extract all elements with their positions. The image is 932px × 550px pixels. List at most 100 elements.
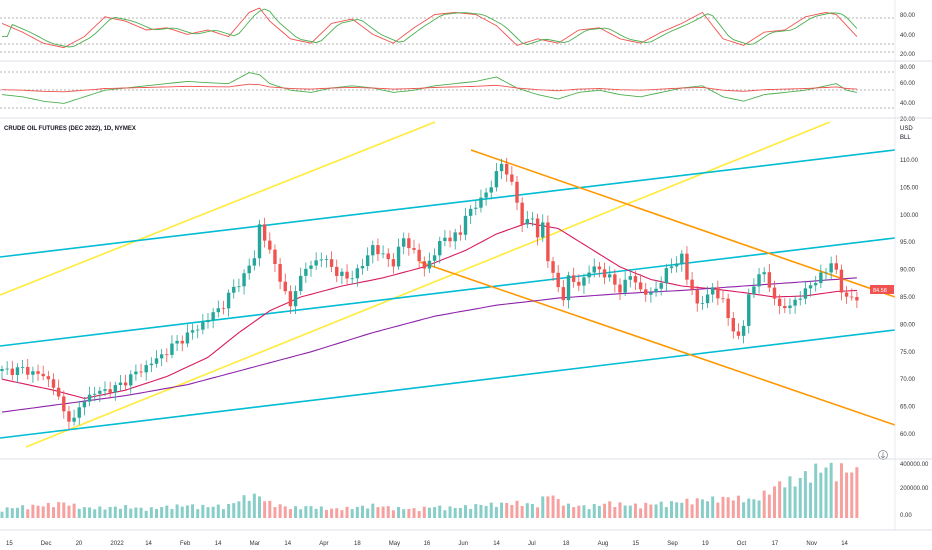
- volume-bar: [479, 504, 483, 518]
- candle-body: [252, 258, 257, 266]
- candle-body: [798, 298, 802, 300]
- candle-body: [608, 274, 612, 278]
- price-axis-tick: 85.00: [900, 295, 916, 301]
- time-axis[interactable]: 15 Dec 20 2022 14 Feb 14 Mar 14 Apr 18 May 16 Jun 14 Ju…: [6, 541, 849, 547]
- volume-bar: [453, 508, 457, 518]
- time-axis-label: 15: [632, 541, 639, 547]
- volume-bar: [376, 507, 380, 518]
- volume-bar: [57, 502, 61, 518]
- volume-bar: [124, 505, 128, 518]
- volume-bar: [98, 506, 102, 518]
- orange-trendline[interactable]: [419, 261, 896, 426]
- time-axis-label: Feb: [180, 541, 191, 547]
- volume-bar: [592, 504, 596, 518]
- volume-bar: [340, 510, 344, 518]
- moving-average-slow: [1, 277, 857, 413]
- candle-body: [654, 288, 658, 293]
- cyan-trendline[interactable]: [0, 237, 896, 347]
- volume-bar: [443, 510, 447, 518]
- volume-bar: [839, 463, 843, 518]
- candle-body: [432, 255, 437, 261]
- yellow-trendline[interactable]: [25, 121, 831, 448]
- candle-body: [134, 371, 138, 375]
- volume-bar: [36, 505, 40, 518]
- candle-body: [716, 287, 720, 299]
- volume-bar: [299, 509, 303, 518]
- volume-bar: [273, 507, 277, 518]
- candle-body: [623, 279, 627, 293]
- volume-bar: [196, 509, 200, 518]
- volume-bar: [700, 499, 704, 518]
- volume-bar: [149, 507, 153, 518]
- candle-body: [463, 215, 468, 235]
- time-axis-label: 20: [76, 541, 83, 547]
- volume-bar: [685, 498, 689, 518]
- cyan-trendline[interactable]: [0, 329, 896, 439]
- volume-bar: [603, 503, 607, 518]
- candle-body: [783, 306, 787, 309]
- price-axis-tick: 95.00: [900, 240, 916, 246]
- volume-bar: [232, 503, 236, 518]
- stoch-axis-tick: 40.00: [900, 33, 916, 39]
- cyan-trendline[interactable]: [0, 149, 896, 258]
- volume-bar: [237, 501, 241, 518]
- candle-body: [711, 287, 715, 295]
- last-price-label: 84.58: [873, 288, 887, 294]
- volume-bar: [402, 509, 406, 518]
- candle-body: [46, 376, 51, 380]
- candle-body: [31, 371, 35, 375]
- candle-body: [638, 282, 643, 290]
- candle-body: [10, 368, 14, 376]
- price-axis-tick: 60.00: [900, 432, 916, 438]
- candle-body: [777, 298, 782, 307]
- volume-bar: [314, 508, 318, 518]
- candle-body: [340, 271, 344, 276]
- candle-body: [726, 298, 730, 319]
- time-axis-label: 16: [424, 541, 431, 547]
- candle-body: [587, 272, 591, 278]
- candle-body: [855, 297, 859, 301]
- candle-body: [129, 374, 133, 386]
- candle-body: [803, 288, 808, 299]
- chart-title: CRUDE OIL FUTURES (DEC 2022), 1D, NYMEX: [4, 126, 136, 132]
- volume-bar: [180, 506, 184, 518]
- candle-body: [808, 285, 813, 289]
- candle-body: [566, 275, 571, 301]
- candle-body: [149, 363, 154, 366]
- volume-bar: [227, 503, 231, 518]
- candle-body: [546, 222, 550, 262]
- volume-bar: [175, 504, 179, 518]
- time-axis-label: Jun: [458, 541, 468, 547]
- candle-body: [613, 274, 617, 285]
- candle-body: [736, 331, 741, 336]
- volume-bar: [103, 509, 107, 518]
- volume-bar: [433, 507, 437, 518]
- candle-body: [618, 284, 622, 293]
- volume-bar: [520, 506, 524, 518]
- candle-body: [87, 394, 92, 402]
- candle-body: [438, 241, 442, 256]
- candle-body: [242, 273, 246, 287]
- volume-bar: [381, 506, 385, 518]
- volume-bar: [670, 501, 673, 518]
- volume-bar: [664, 507, 668, 518]
- volume-bar: [726, 497, 730, 518]
- yellow-trendline[interactable]: [0, 121, 436, 296]
- candle-body: [571, 275, 576, 282]
- volume-bar: [597, 505, 601, 518]
- candle-body: [123, 382, 128, 386]
- volume-bar: [824, 467, 828, 518]
- price-axis[interactable]: 110.00 105.00 100.00 95.00 90.00 85.00 80.00 75…: [900, 158, 919, 438]
- volume-bar: [721, 496, 725, 518]
- candle-body: [767, 272, 772, 288]
- stoch-axis-tick: 20.00: [900, 52, 916, 58]
- price-panel: CRUDE OIL FUTURES (DEC 2022), 1D, NYMEX …: [0, 121, 919, 460]
- time-axis-label: 19: [702, 541, 709, 547]
- volume-bar: [391, 510, 395, 518]
- candle-body: [288, 291, 293, 307]
- candle-body: [180, 340, 184, 344]
- volume-bar: [695, 498, 699, 518]
- volume-bar: [10, 508, 14, 518]
- volume-bar: [556, 499, 560, 518]
